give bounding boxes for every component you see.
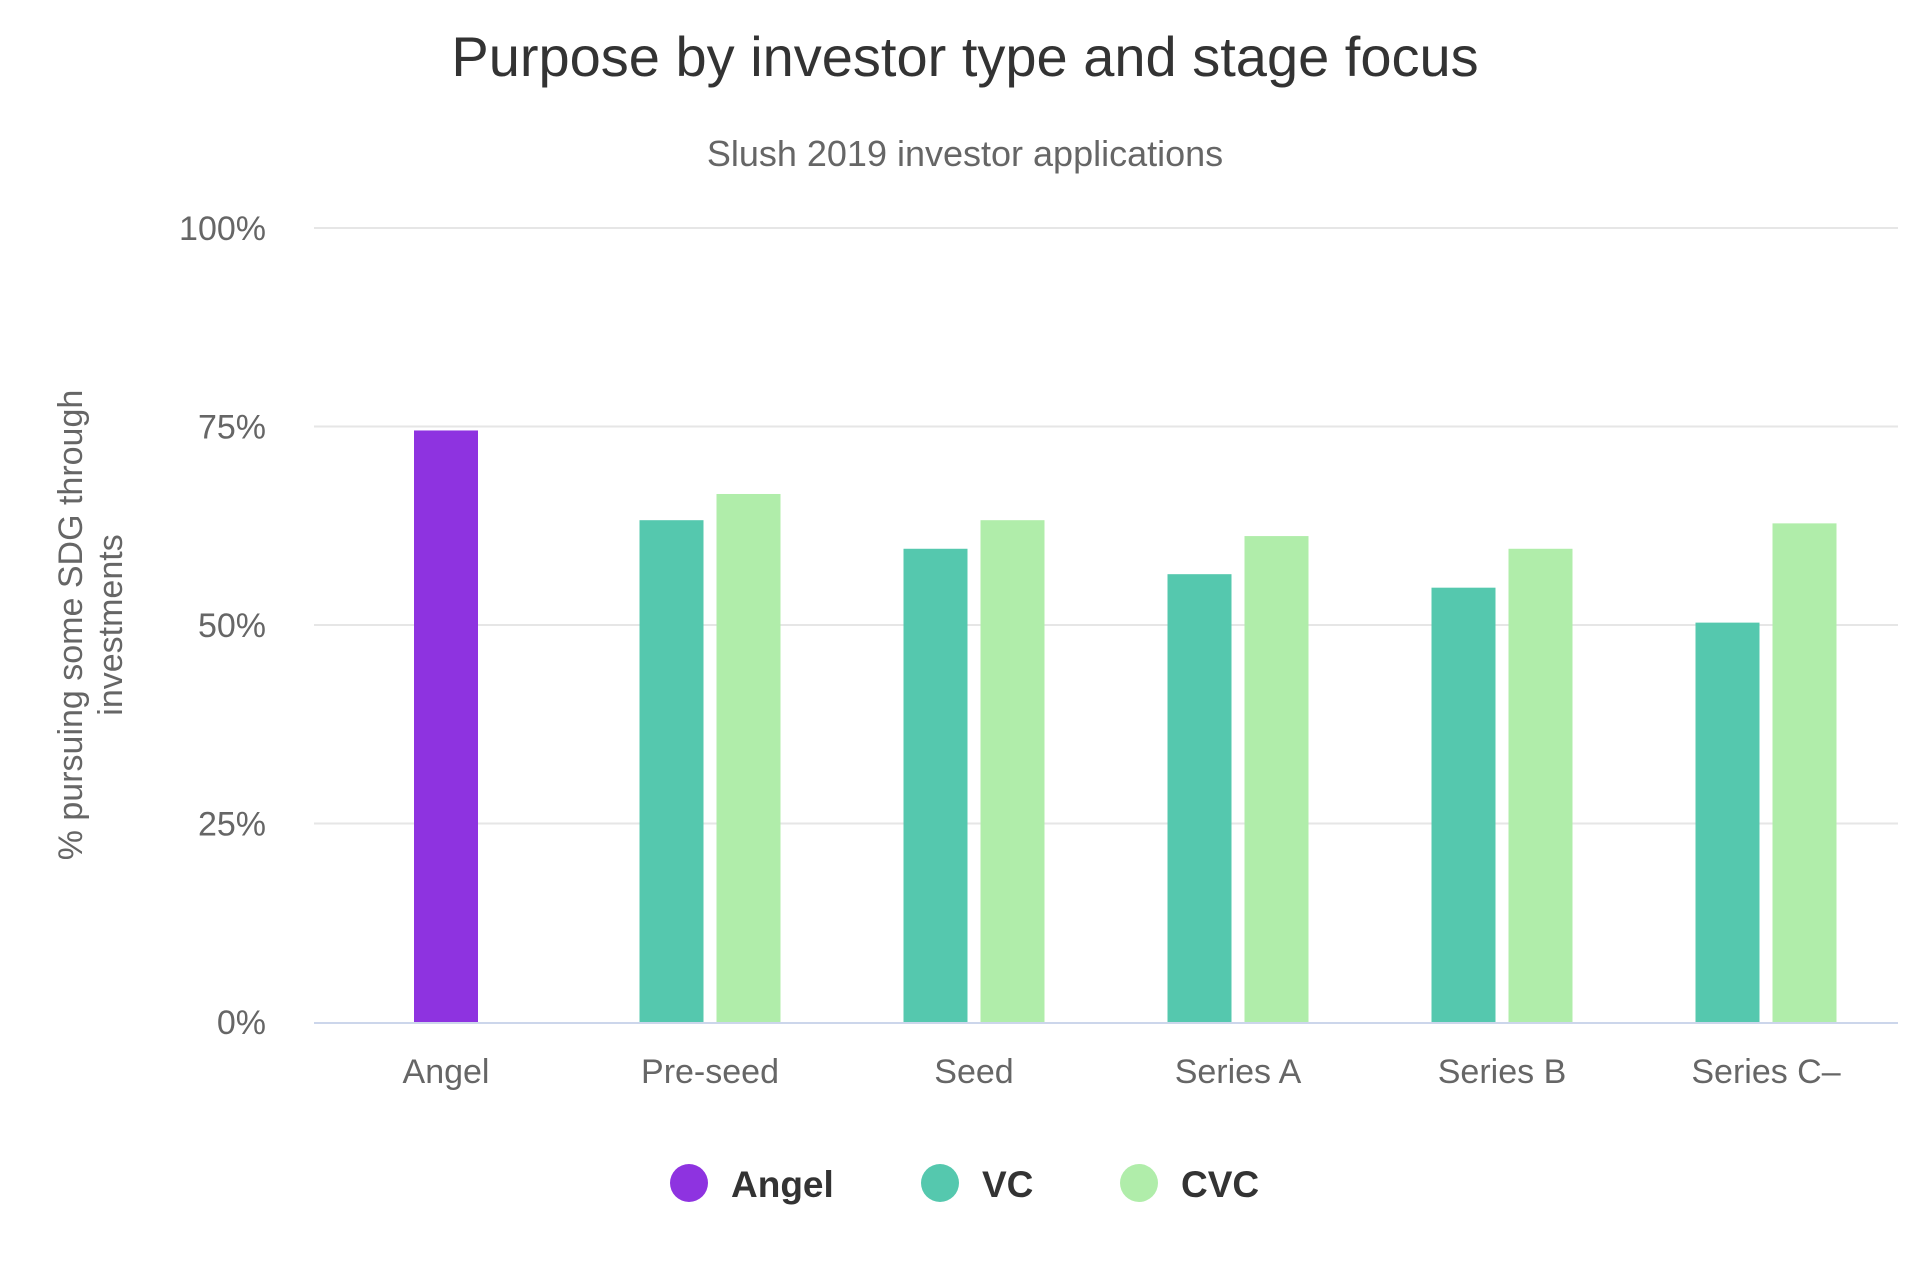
- x-tick-label: Seed: [934, 1053, 1013, 1091]
- y-axis-label-line-2: investments: [92, 534, 130, 715]
- legend-marker: [1120, 1164, 1158, 1202]
- chart-title: Purpose by investor type and stage focus: [451, 25, 1478, 88]
- legend-item-cvc[interactable]: CVC: [1120, 1164, 1259, 1205]
- legend-label: CVC: [1181, 1164, 1259, 1205]
- bar-cvc-series-a[interactable]: [1244, 536, 1309, 1022]
- legend-marker: [921, 1164, 959, 1202]
- legend-item-angel[interactable]: Angel: [670, 1164, 834, 1205]
- legend-item-vc[interactable]: VC: [921, 1164, 1033, 1205]
- y-axis-label: % pursuing some SDG through investments: [52, 390, 130, 861]
- legend-label: VC: [982, 1164, 1033, 1205]
- y-tick-label: 25%: [198, 806, 266, 844]
- bar-vc-series-a[interactable]: [1167, 574, 1232, 1022]
- bar-cvc-seed[interactable]: [980, 520, 1045, 1022]
- y-tick-label: 100%: [179, 210, 266, 248]
- legend-marker: [670, 1164, 708, 1202]
- bar-cvc-series-b[interactable]: [1508, 548, 1573, 1022]
- legend-label: Angel: [731, 1164, 834, 1205]
- bar-cvc-pre-seed[interactable]: [716, 493, 781, 1022]
- bar-vc-series-b[interactable]: [1431, 587, 1496, 1022]
- y-tick-label: 75%: [198, 409, 266, 447]
- bars: [414, 430, 1837, 1023]
- x-axis-ticks: Angel Pre-seed Seed Series A Series B Series …: [403, 1053, 1841, 1091]
- bar-vc-series-c-[interactable]: [1695, 622, 1760, 1022]
- y-tick-label: 50%: [198, 607, 266, 645]
- bar-vc-pre-seed[interactable]: [639, 520, 704, 1022]
- x-tick-label: Series A: [1175, 1053, 1302, 1091]
- y-tick-label: 0%: [217, 1004, 266, 1042]
- grid-lines: [314, 227, 1898, 825]
- y-axis-label-line-1: % pursuing some SDG through: [52, 390, 90, 861]
- x-tick-label: Angel: [403, 1053, 490, 1091]
- bar-cvc-series-c-[interactable]: [1772, 523, 1837, 1022]
- x-tick-label: Pre-seed: [641, 1053, 779, 1091]
- legend: Angel VC CVC: [670, 1164, 1259, 1205]
- y-axis-ticks: 0% 25% 50% 75% 100%: [179, 210, 266, 1042]
- x-tick-label: Series B: [1438, 1053, 1567, 1091]
- chart-subtitle: Slush 2019 investor applications: [707, 133, 1223, 174]
- bar-vc-seed[interactable]: [903, 548, 968, 1022]
- x-tick-label: Series C–: [1691, 1053, 1840, 1091]
- bar-angel-angel[interactable]: [414, 430, 478, 1023]
